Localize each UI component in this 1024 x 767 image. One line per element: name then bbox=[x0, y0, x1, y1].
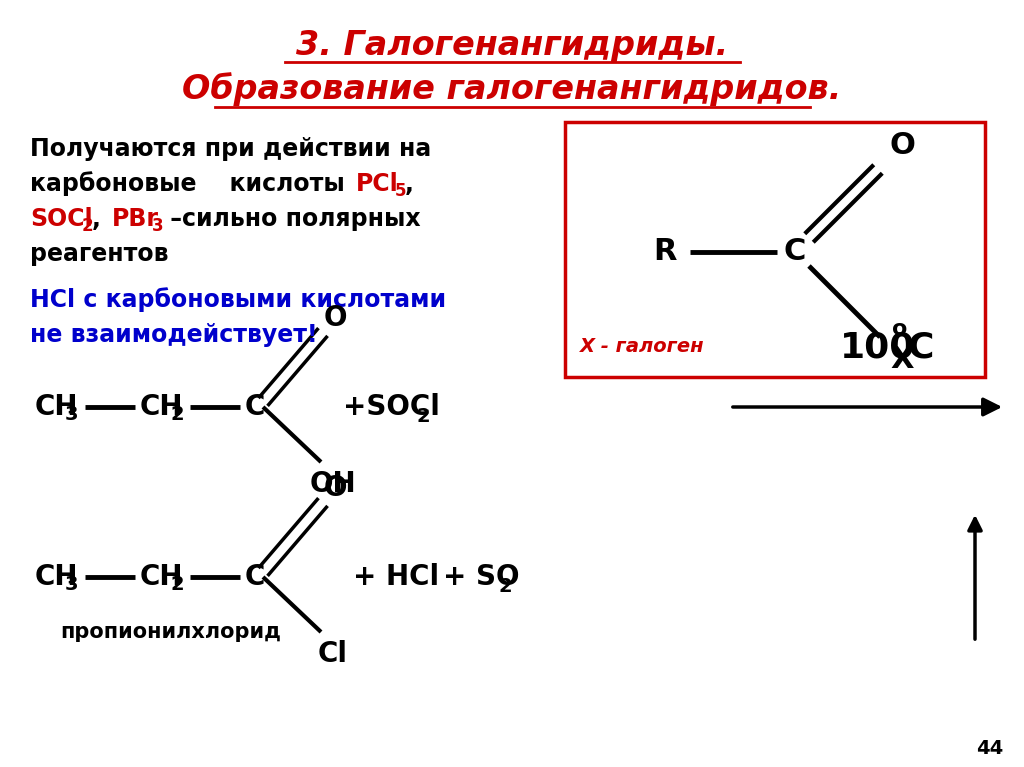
Text: CH: CH bbox=[35, 563, 79, 591]
Text: O: O bbox=[324, 474, 347, 502]
Text: Cl: Cl bbox=[318, 640, 348, 668]
Text: 2: 2 bbox=[498, 577, 512, 595]
Text: C: C bbox=[245, 563, 265, 591]
Text: 3: 3 bbox=[152, 217, 164, 235]
Text: ,: , bbox=[406, 172, 414, 196]
Text: 3: 3 bbox=[65, 406, 79, 424]
Text: CH: CH bbox=[140, 563, 183, 591]
Text: 3. Галогенангидриды.: 3. Галогенангидриды. bbox=[296, 28, 728, 61]
Text: C: C bbox=[783, 238, 806, 266]
Text: пропионилхлорид: пропионилхлорид bbox=[60, 622, 281, 642]
Text: C: C bbox=[245, 393, 265, 421]
Text: X: X bbox=[890, 344, 913, 374]
Text: 44: 44 bbox=[976, 739, 1004, 759]
Text: + HCl: + HCl bbox=[353, 563, 439, 591]
Text: 100: 100 bbox=[840, 330, 915, 364]
Text: 2: 2 bbox=[170, 406, 183, 424]
Text: 2: 2 bbox=[82, 217, 93, 235]
Text: 3: 3 bbox=[65, 575, 79, 594]
Text: Получаются при действии на: Получаются при действии на bbox=[30, 137, 431, 161]
Text: реагентов: реагентов bbox=[30, 242, 169, 266]
Text: R: R bbox=[653, 238, 677, 266]
Text: C: C bbox=[907, 330, 933, 364]
Text: 2: 2 bbox=[416, 407, 430, 426]
Text: ,: , bbox=[92, 207, 118, 231]
Text: 2: 2 bbox=[170, 575, 183, 594]
Text: CH: CH bbox=[35, 393, 79, 421]
Text: HCl с карбоновыми кислотами: HCl с карбоновыми кислотами bbox=[30, 288, 446, 312]
Bar bbox=[565, 122, 985, 377]
Text: 5: 5 bbox=[395, 182, 407, 200]
Text: OH: OH bbox=[309, 470, 356, 498]
Text: o: o bbox=[892, 319, 907, 339]
Text: не взаимодействует!: не взаимодействует! bbox=[30, 323, 317, 347]
Text: –сильно полярных: –сильно полярных bbox=[162, 207, 421, 231]
Text: O: O bbox=[324, 304, 347, 332]
Text: + SO: + SO bbox=[443, 563, 519, 591]
Text: PBr: PBr bbox=[112, 207, 159, 231]
Text: Образование галогенангидридов.: Образование галогенангидридов. bbox=[182, 72, 842, 106]
Text: карбоновые    кислоты: карбоновые кислоты bbox=[30, 172, 361, 196]
Text: PCl: PCl bbox=[356, 172, 398, 196]
Text: O: O bbox=[889, 130, 914, 160]
Text: +SOCl: +SOCl bbox=[343, 393, 440, 421]
Text: CH: CH bbox=[140, 393, 183, 421]
Text: SOCl: SOCl bbox=[30, 207, 92, 231]
Text: X - галоген: X - галоген bbox=[580, 337, 705, 357]
